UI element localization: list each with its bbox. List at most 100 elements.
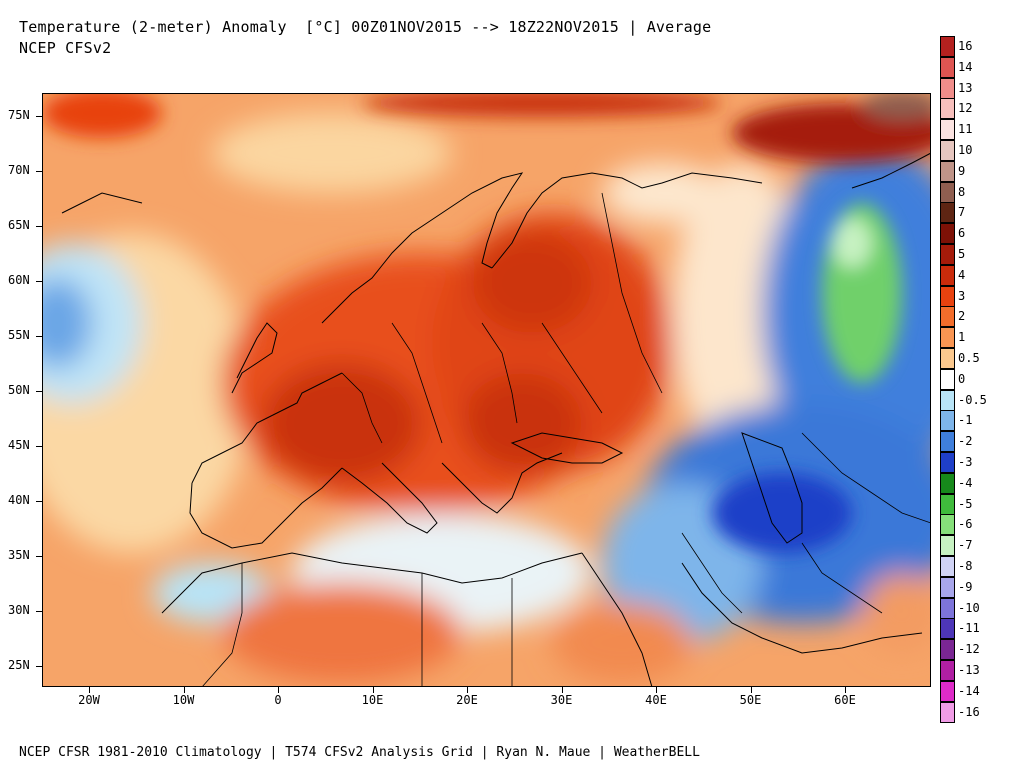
colorbar-label: 4: [958, 267, 966, 282]
latitude-label: 60N: [8, 273, 30, 287]
latitude-label: 75N: [8, 108, 30, 122]
north-africa-coast: [161, 552, 583, 614]
balkans-coast: [441, 452, 563, 514]
arctic-coast: [491, 172, 763, 269]
colorbar-swatch: [940, 660, 955, 681]
arctic-warm-band: [362, 93, 722, 117]
iberia-coast: [189, 467, 343, 549]
colorbar-label: 10: [958, 143, 973, 157]
colorbar-swatch: [940, 264, 955, 286]
colorbar-label: -6: [958, 517, 973, 532]
colorbar-label: 5: [958, 247, 966, 261]
latitude-label: 40N: [8, 493, 30, 507]
finland-warm-core: [472, 233, 592, 333]
persian-gulf-coast: [681, 562, 923, 654]
colorbar-swatch: [940, 431, 955, 453]
latitude-label: 50N: [8, 383, 30, 397]
colorbar-swatch: [940, 202, 955, 224]
colorbar-swatch: [940, 140, 955, 161]
latitude-label: 35N: [8, 548, 30, 562]
colorbar-label: 0: [958, 371, 966, 386]
colorbar-label: 14: [958, 59, 973, 74]
border-france-germany: [341, 372, 383, 444]
longitude-label: 20E: [456, 693, 478, 707]
colorbar-swatch: [940, 36, 955, 57]
colorbar-label: -7: [958, 538, 973, 553]
colorbar-label: -4: [958, 475, 973, 490]
longitude-tick: [373, 687, 374, 693]
longitude-label: 50E: [739, 693, 762, 707]
colorbar-swatch: [940, 181, 955, 203]
colorbar-label: 2: [958, 309, 966, 324]
latitude-tick: [36, 556, 42, 557]
colorbar-swatch: [940, 618, 955, 640]
longitude-tick: [278, 687, 279, 693]
colorbar-label: -1: [958, 413, 973, 428]
colorbar-label: 7: [958, 205, 966, 220]
colorbar-label: -5: [958, 496, 973, 511]
sahara-warm-field: [222, 583, 462, 683]
colorbar-label: 8: [958, 184, 966, 199]
colorbar-swatch: [940, 56, 955, 78]
longitude-tick: [751, 687, 752, 693]
colorbar-swatch: [940, 535, 955, 557]
colorbar-label: 16: [958, 39, 973, 53]
latitude-tick: [36, 171, 42, 172]
latitude-tick: [36, 666, 42, 667]
colorbar-label: 0.5: [958, 351, 980, 365]
greenland-sea-warm-core: [42, 93, 162, 138]
latitude-tick: [36, 226, 42, 227]
longitude-tick: [845, 687, 846, 693]
longitude-label: 10W: [172, 693, 195, 707]
footer-credits: NCEP CFSR 1981-2010 Climatology | T574 C…: [19, 745, 700, 760]
atlantic-cold-core: [42, 278, 92, 368]
colorbar-label: -9: [958, 579, 973, 594]
colorbar-label: -0.5: [958, 392, 987, 407]
colorbar-swatch: [940, 244, 955, 265]
colorbar-swatch: [940, 410, 955, 432]
colorbar-swatch: [940, 160, 955, 182]
colorbar-swatch: [940, 556, 955, 577]
balkans-warm-core: [462, 373, 582, 473]
colorbar-swatch: [940, 472, 955, 494]
anomaly-map-svg: [42, 93, 931, 687]
anomaly-map: [42, 93, 931, 687]
longitude-label: 40E: [645, 693, 667, 707]
longitude-label: 30E: [550, 693, 573, 707]
latitude-label: 30N: [8, 603, 30, 617]
longitude-label: 0: [274, 693, 282, 707]
colorbar-label: -2: [958, 434, 973, 449]
latitude-tick: [36, 116, 42, 117]
iceland-coast: [61, 192, 143, 214]
latitude-tick: [36, 336, 42, 337]
colorbar-label: -3: [958, 455, 973, 469]
longitude-label: 60E: [834, 693, 856, 707]
chart-title: Temperature (2-meter) Anomaly [°C] 00Z01…: [19, 18, 712, 36]
colorbar-label: -16: [958, 704, 980, 719]
colorbar-swatch: [940, 576, 955, 598]
arabia-warm-field: [552, 603, 692, 683]
border-iran-afghanistan: [801, 542, 883, 614]
colorbar-label: 11: [958, 122, 973, 137]
latitude-tick: [36, 446, 42, 447]
red-sea-coast: [581, 552, 653, 687]
border-iran-iraq: [681, 532, 743, 614]
colorbar-swatch: [940, 285, 955, 307]
colorbar-swatch: [940, 597, 955, 619]
norwegian-sea-mild-field: [212, 113, 452, 193]
colorbar-swatch: [940, 452, 955, 473]
longitude-label: 20W: [78, 693, 100, 707]
colorbar-swatch: [940, 368, 955, 390]
colorbar-swatch: [940, 389, 955, 411]
latitude-label: 45N: [8, 438, 30, 452]
colorbar-label: -12: [958, 642, 980, 657]
longitude-label: 10E: [361, 693, 384, 707]
colorbar-swatch: [940, 77, 955, 99]
scandinavia-coast: [321, 172, 524, 324]
colorbar-label: -11: [958, 621, 980, 636]
colorbar-label: 13: [958, 80, 973, 95]
latitude-label: 55N: [8, 328, 30, 342]
longitude-tick: [656, 687, 657, 693]
border-ukraine-russia: [541, 322, 603, 414]
colorbar-label: -13: [958, 663, 980, 677]
